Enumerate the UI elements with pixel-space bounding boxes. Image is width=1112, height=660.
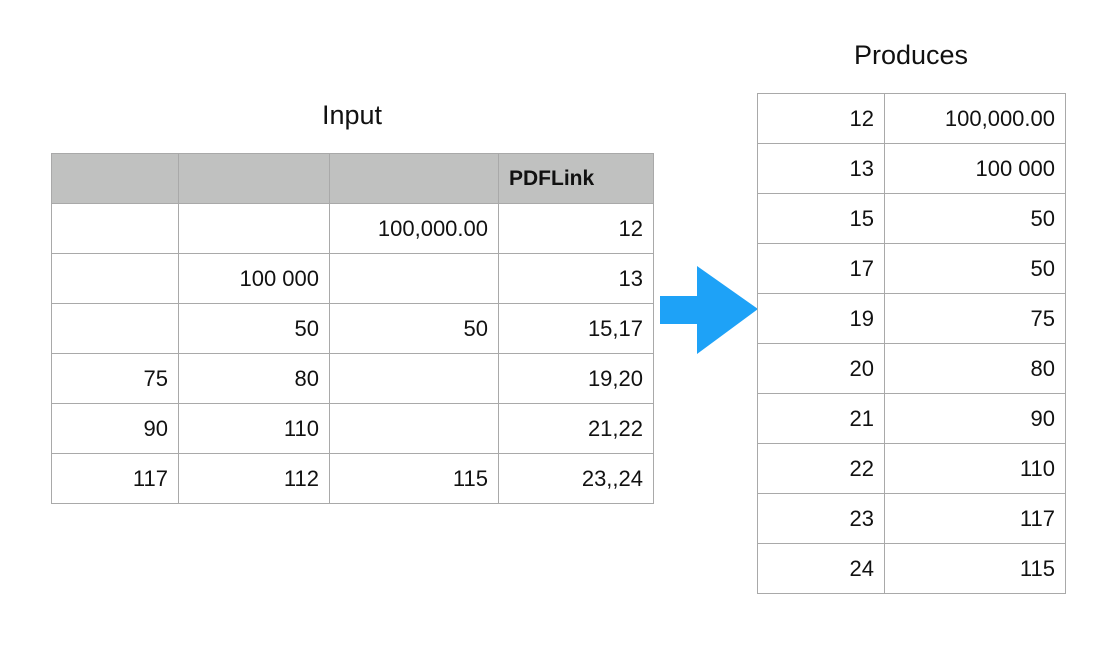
- input-table-cell: 80: [178, 353, 330, 404]
- output-table-row: 24 115: [757, 543, 1066, 594]
- input-table-row: 100,000.00 12: [51, 203, 654, 254]
- output-table-row: 23 117: [757, 493, 1066, 544]
- output-page-cell: 24: [757, 543, 885, 594]
- output-page-cell: 20: [757, 343, 885, 394]
- input-table-cell: [51, 203, 179, 254]
- input-table-cell: [51, 253, 179, 304]
- output-table: 12 100,000.00 13 100 000 15 50 17 50 19 75 20 80 21 9…: [757, 93, 1066, 594]
- input-table-row: 117 112 115 23,,24: [51, 453, 654, 504]
- input-table-cell: 90: [51, 403, 179, 454]
- input-table-cell: 112: [178, 453, 330, 504]
- output-value-cell: 50: [884, 243, 1066, 294]
- input-header-cell: [178, 153, 330, 204]
- input-table-cell: [51, 303, 179, 354]
- input-table-row: 90 110 21,22: [51, 403, 654, 454]
- output-table-row: 20 80: [757, 343, 1066, 394]
- output-title: Produces: [853, 40, 969, 70]
- output-table-row: 17 50: [757, 243, 1066, 294]
- output-page-cell: 23: [757, 493, 885, 544]
- input-table-row: 50 50 15,17: [51, 303, 654, 354]
- input-table-cell: [329, 353, 499, 404]
- input-header-cell: [51, 153, 179, 204]
- output-table-row: 13 100 000: [757, 143, 1066, 194]
- output-value-cell: 75: [884, 293, 1066, 344]
- output-value-cell: 100,000.00: [884, 93, 1066, 144]
- input-table-cell: 21,22: [498, 403, 654, 454]
- output-value-cell: 115: [884, 543, 1066, 594]
- right-arrow-icon: [660, 266, 758, 354]
- input-table-cell: 100 000: [178, 253, 330, 304]
- output-value-cell: 100 000: [884, 143, 1066, 194]
- output-value-cell: 80: [884, 343, 1066, 394]
- input-table-cell: 19,20: [498, 353, 654, 404]
- input-table-cell: 23,,24: [498, 453, 654, 504]
- output-page-cell: 21: [757, 393, 885, 444]
- input-header-cell: [329, 153, 499, 204]
- output-table-row: 15 50: [757, 193, 1066, 244]
- input-table-cell: 13: [498, 253, 654, 304]
- output-table-row: 21 90: [757, 393, 1066, 444]
- output-value-cell: 50: [884, 193, 1066, 244]
- output-page-cell: 15: [757, 193, 885, 244]
- output-table-row: 12 100,000.00: [757, 93, 1066, 144]
- input-table-cell: [178, 203, 330, 254]
- input-table-row: 100 000 13: [51, 253, 654, 304]
- output-page-cell: 22: [757, 443, 885, 494]
- output-value-cell: 110: [884, 443, 1066, 494]
- input-table-cell: 100,000.00: [329, 203, 499, 254]
- input-table-cell: 117: [51, 453, 179, 504]
- output-value-cell: 117: [884, 493, 1066, 544]
- input-title: Input: [321, 100, 383, 130]
- output-page-cell: 19: [757, 293, 885, 344]
- input-header-row: PDFLink: [51, 153, 654, 204]
- input-table-cell: [329, 253, 499, 304]
- output-value-cell: 90: [884, 393, 1066, 444]
- input-table: PDFLink 100,000.00 12 100 000 13 50 50 15,17 75…: [51, 153, 654, 504]
- input-table-cell: 110: [178, 403, 330, 454]
- input-table-cell: 75: [51, 353, 179, 404]
- input-table-cell: [329, 403, 499, 454]
- output-page-cell: 13: [757, 143, 885, 194]
- output-page-cell: 17: [757, 243, 885, 294]
- input-table-row: 75 80 19,20: [51, 353, 654, 404]
- input-table-cell: 12: [498, 203, 654, 254]
- input-table-cell: 115: [329, 453, 499, 504]
- input-table-cell: 50: [178, 303, 330, 354]
- input-table-cell: 15,17: [498, 303, 654, 354]
- input-table-cell: 50: [329, 303, 499, 354]
- output-table-row: 19 75: [757, 293, 1066, 344]
- input-header-cell-pdflink: PDFLink: [498, 153, 654, 204]
- output-page-cell: 12: [757, 93, 885, 144]
- output-table-row: 22 110: [757, 443, 1066, 494]
